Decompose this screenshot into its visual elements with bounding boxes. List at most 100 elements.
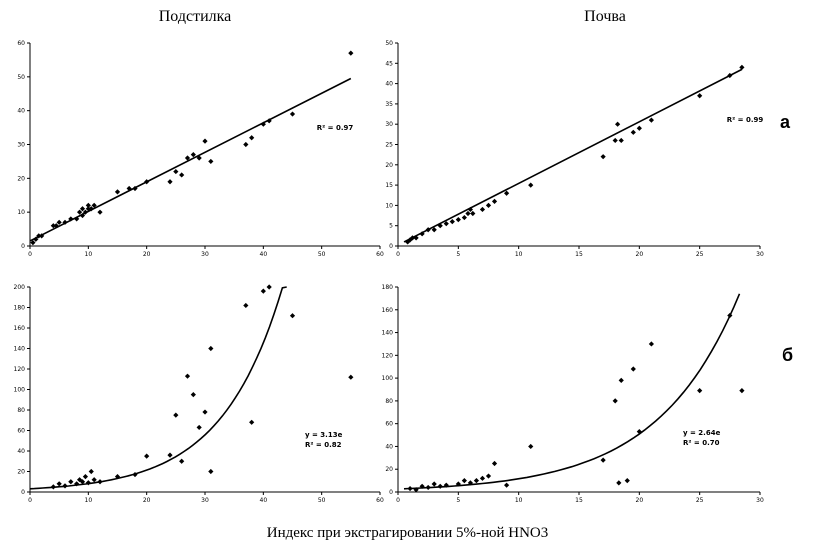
data-point [479,206,486,213]
data-point [56,219,62,225]
x-tick-label: 30 [201,251,209,258]
x-tick-label: 10 [515,251,523,258]
data-point [114,474,121,480]
x-tick-label: 10 [85,251,93,258]
data-point [82,209,89,215]
data-point [173,168,179,175]
x-tick-label: 50 [318,251,326,258]
data-point [36,233,42,239]
y-tick-label: 200 [14,284,26,291]
data-point [62,219,68,225]
trendline [403,293,741,490]
data-point [74,216,80,222]
data-point [68,216,74,222]
data-point [196,155,202,161]
data-point [618,377,624,383]
data-point [56,481,62,487]
data-point [600,154,606,160]
data-point [208,158,214,165]
y-tick-label: 20 [385,162,393,169]
data-point [648,341,654,347]
y-tick-label: 50 [385,40,393,47]
y-tick-label: 30 [385,121,393,128]
data-point [624,478,630,484]
data-point [85,480,91,486]
data-point [179,458,185,464]
data-point [144,453,150,459]
y-tick-label: 120 [382,352,394,359]
data-point [179,172,185,178]
y-tick-label: 160 [382,307,394,314]
data-point [202,138,208,144]
y-tick-label: 60 [385,421,393,428]
x-tick-label: 60 [376,251,384,258]
r-squared-label: R² = 0.82 [305,441,342,449]
data-point [85,202,91,208]
data-point [348,374,354,380]
data-point [485,473,492,479]
data-point [437,223,443,229]
data-point [470,210,476,217]
data-point [419,231,425,237]
data-point [467,206,473,213]
data-point [431,481,437,487]
y-tick-label: 100 [382,375,394,382]
data-point [449,219,455,225]
data-point [409,235,416,241]
data-point [425,484,431,491]
data-point [126,185,132,192]
data-point [260,121,266,127]
column-title-left: Подстилка [158,8,232,25]
data-point [618,137,624,144]
data-point [88,468,94,475]
x-tick-label: 30 [756,251,764,258]
x-tick-label: 0 [28,251,32,258]
y-tick-label: 50 [17,74,25,81]
data-point [30,240,36,246]
data-point [82,474,89,480]
data-point [407,485,413,492]
x-tick-label: 20 [636,497,644,504]
y-tick-label: 40 [385,443,393,450]
y-tick-label: 0 [389,243,393,250]
x-tick-label: 25 [696,497,704,504]
y-tick-label: 20 [17,469,25,476]
data-point [190,392,196,398]
trendline [29,77,352,242]
data-point [504,482,510,488]
equation-label: y = 2.64e [683,429,721,437]
data-point [461,214,467,221]
data-point [184,155,191,161]
data-point [485,202,492,208]
data-point [79,206,86,212]
data-point [467,480,473,486]
y-tick-label: 15 [385,182,393,189]
y-tick-label: 0 [21,489,25,496]
data-point [76,209,83,215]
y-tick-label: 100 [14,387,26,394]
data-point [465,210,471,217]
data-point [132,185,138,192]
y-tick-label: 5 [389,223,393,230]
x-tick-label: 40 [260,497,268,504]
data-point [266,284,272,290]
x-tick-label: 50 [318,497,326,504]
y-tick-label: 140 [14,346,26,353]
y-tick-label: 25 [385,142,393,149]
y-tick-label: 120 [14,366,26,373]
data-point [243,302,249,309]
data-point [443,221,449,227]
data-point [132,471,138,478]
y-tick-label: 180 [382,284,394,291]
data-point [208,345,214,352]
data-point [612,137,618,144]
data-point [612,398,618,404]
x-tick-label: 15 [575,497,583,504]
y-tick-label: 160 [14,325,26,332]
data-point [85,206,91,212]
data-point [289,111,296,117]
